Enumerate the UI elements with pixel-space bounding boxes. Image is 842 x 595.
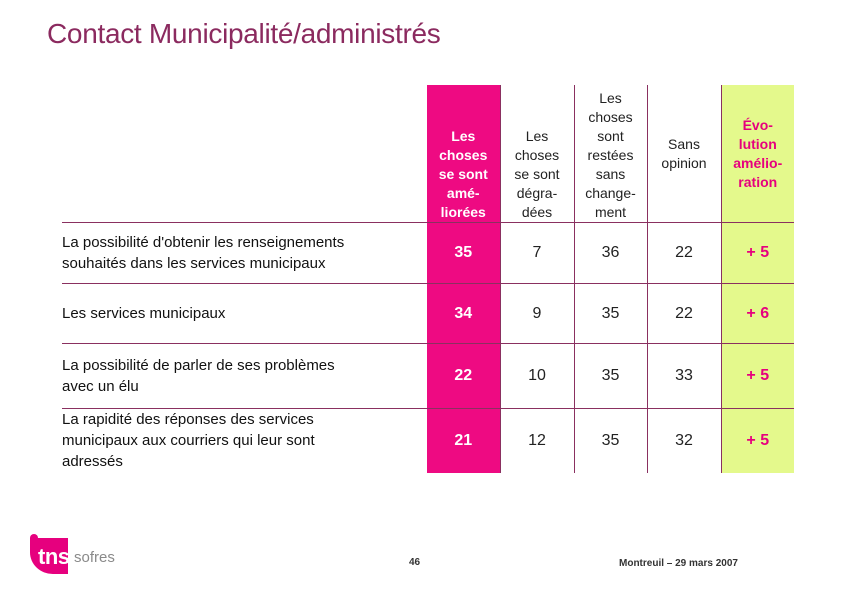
row-label-line: La rapidité des réponses des services [62, 411, 314, 429]
cell-no-opinion: 22 [646, 222, 721, 284]
logo-tns-text: tns [38, 544, 70, 569]
header-line: sans [595, 166, 626, 182]
header-line: opinion [661, 154, 707, 171]
header-line: Les [525, 128, 549, 144]
header-line: restées [587, 147, 634, 163]
row-label-line: adressés [62, 453, 123, 471]
header-line: dées [521, 204, 553, 220]
column-header-evolution: Évo- lution amélio- ration [720, 85, 794, 223]
cell-improved: 21 [427, 408, 500, 473]
header-line: choses [514, 147, 560, 163]
table-header-row: Les choses se sont amé- liorées Les chos… [62, 85, 794, 223]
column-header-degraded: Les choses se sont dégra- dées [499, 85, 574, 223]
row-label: La possibilité de parler de ses problème… [62, 343, 427, 409]
cell-evolution: + 5 [720, 343, 794, 409]
cell-unchanged: 35 [573, 408, 647, 473]
table-row: La rapidité des réponses des services mu… [62, 408, 794, 473]
cell-no-opinion: 22 [646, 283, 721, 344]
row-label: La possibilité d'obtenir les renseigneme… [62, 222, 427, 284]
column-header-improved: Les choses se sont amé- liorées [427, 85, 500, 223]
column-header-unchanged: Les choses sont restées sans change- men… [573, 85, 647, 223]
tns-sofres-logo: tns sofres [30, 534, 140, 578]
cell-improved: 34 [427, 283, 500, 344]
row-label-line: avec un élu [62, 378, 139, 395]
cell-improved: 35 [427, 222, 500, 284]
row-label-line: La possibilité d'obtenir les renseigneme… [62, 234, 345, 251]
cell-degraded: 10 [499, 343, 574, 409]
cell-unchanged: 35 [573, 283, 647, 344]
row-label-line: Les services municipaux [62, 305, 226, 322]
cell-unchanged: 36 [573, 222, 647, 284]
cell-no-opinion: 32 [646, 408, 721, 473]
header-line: liorées [440, 204, 486, 220]
header-line: ment [594, 204, 627, 220]
column-header-no-opinion: Sans opinion [646, 85, 721, 223]
table-row: Les services municipaux 34 9 35 22 + 6 [62, 283, 794, 344]
header-line: amélio- [733, 154, 783, 171]
row-label-line: municipaux aux courriers qui leur sont [62, 432, 315, 450]
header-line: Les [599, 90, 622, 106]
header-line: se sont [438, 166, 488, 182]
cell-unchanged: 35 [573, 343, 647, 409]
cell-improved: 22 [427, 343, 500, 409]
row-label-line: souhaités dans les services municipaux [62, 255, 326, 272]
logo-bubble-icon [30, 534, 68, 574]
page-title: Contact Municipalité/administrés [47, 18, 441, 49]
table-row: La possibilité d'obtenir les renseigneme… [62, 222, 794, 284]
header-line: Évo- [742, 116, 773, 133]
results-table: Les choses se sont amé- liorées Les chos… [62, 85, 794, 473]
row-label: La rapidité des réponses des services mu… [62, 409, 427, 473]
row-label-line: La possibilité de parler de ses problème… [62, 357, 335, 374]
cell-evolution: + 5 [720, 222, 794, 284]
cell-degraded: 9 [499, 283, 574, 344]
table-row: La possibilité de parler de ses problème… [62, 343, 794, 409]
cell-degraded: 7 [499, 222, 574, 284]
header-line: lution [738, 135, 777, 152]
header-blank-cell [62, 85, 427, 223]
cell-degraded: 12 [499, 408, 574, 473]
header-line: choses [588, 109, 633, 125]
cell-evolution: + 6 [720, 283, 794, 344]
header-line: choses [439, 147, 488, 163]
header-line: ration [738, 173, 778, 190]
header-line: dégra- [516, 185, 558, 201]
page-number: 46 [409, 557, 421, 568]
cell-evolution: + 5 [720, 408, 794, 473]
header-line: se sont [514, 166, 560, 182]
row-label: Les services municipaux [62, 283, 427, 344]
header-line: amé- [446, 185, 480, 201]
header-line: change- [585, 185, 636, 201]
footer-location-date: Montreuil – 29 mars 2007 [619, 558, 738, 569]
header-line: Les [451, 128, 476, 144]
header-line: Sans [668, 135, 700, 152]
header-line: sont [597, 128, 624, 144]
cell-no-opinion: 33 [646, 343, 721, 409]
logo-sofres-text: sofres [74, 549, 115, 566]
